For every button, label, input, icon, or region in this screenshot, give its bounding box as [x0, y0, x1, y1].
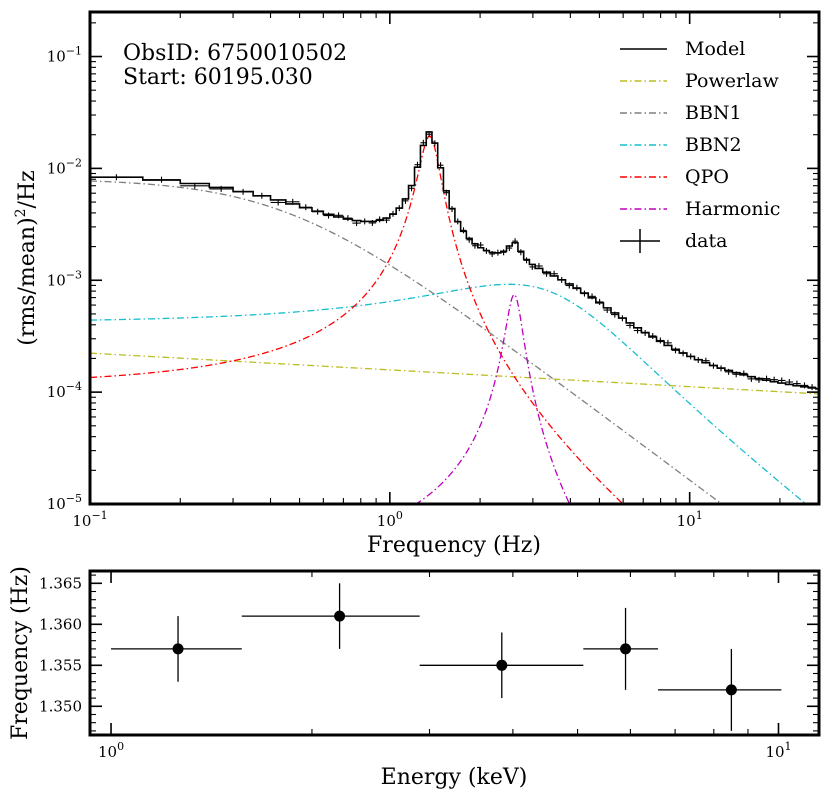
tick-base: 10	[47, 159, 66, 177]
top-axes-frame	[88, 10, 821, 506]
component-powerlaw	[90, 352, 819, 395]
y-tick-label: 1.365	[39, 574, 82, 592]
component-bbn2	[90, 283, 808, 504]
data-point	[334, 610, 346, 622]
tick-base: 10	[47, 271, 66, 289]
tick-exp: −3	[66, 268, 82, 281]
tick-exp: 1	[785, 740, 792, 753]
y-tick-label: 10−4	[47, 380, 82, 401]
start-annotation: Start: 60195.030	[123, 65, 313, 90]
x-tick-label: 101	[765, 740, 791, 761]
tick-base: 10	[765, 743, 784, 761]
x-tick-label: 100	[98, 740, 124, 761]
y-label-tail: /Hz	[15, 170, 40, 208]
tick-base: 10	[377, 512, 396, 530]
x-tick-label: 10−1	[72, 509, 107, 530]
y-tick-label: 1.355	[39, 656, 82, 674]
legend: Model Powerlaw BBN1 BBN2 QPO Harmonic data	[620, 38, 780, 253]
tick-exp: −1	[91, 509, 107, 522]
y-tick-label: 10−2	[47, 156, 82, 177]
top-x-axis-label: Frequency (Hz)	[367, 533, 541, 558]
tick-base: 10	[98, 743, 117, 761]
component-harmonic	[414, 293, 571, 504]
y-tick-label: 10−1	[47, 45, 82, 66]
y-tick-label: 1.360	[39, 615, 82, 633]
y-tick-label: 1.350	[39, 697, 82, 715]
legend-label: Harmonic	[685, 198, 780, 220]
data-point	[496, 659, 508, 671]
pds-data-points	[90, 131, 819, 391]
x-tick-label: 101	[677, 509, 703, 530]
top-plot-content	[90, 131, 819, 504]
model-components	[90, 135, 819, 504]
top-y-axis-label: (rms/mean)2/Hz	[13, 170, 40, 346]
errorbar-points	[111, 583, 782, 731]
legend-label: data	[685, 230, 727, 252]
y-tick-label: 10−5	[47, 492, 82, 513]
obsid-annotation: ObsID: 6750010502	[123, 41, 347, 66]
data-point	[725, 684, 737, 696]
y-tick-label: 10−3	[47, 268, 82, 289]
bottom-major-ticks	[90, 571, 819, 735]
bottom-axes-frame	[88, 569, 821, 737]
component-qpo	[90, 135, 624, 504]
bottom-y-axis-label: Frequency (Hz)	[8, 566, 33, 740]
tick-exp: 0	[396, 509, 403, 522]
tick-base: 10	[72, 512, 91, 530]
legend-label: QPO	[685, 166, 729, 188]
legend-label: Powerlaw	[685, 70, 779, 92]
tick-exp: −1	[66, 45, 82, 58]
y-label-main: (rms/mean)	[15, 217, 40, 345]
y-label-sup: 2	[13, 208, 29, 217]
tick-exp: 0	[117, 740, 124, 753]
component-bbn1	[90, 180, 723, 504]
legend-label: Model	[685, 38, 745, 60]
data-point	[620, 643, 632, 655]
bottom-minor-ticks	[90, 571, 819, 735]
tick-base: 10	[47, 383, 66, 401]
x-tick-label: 100	[377, 509, 403, 530]
tick-base: 10	[677, 512, 696, 530]
tick-base: 10	[47, 48, 66, 66]
tick-exp: −5	[66, 492, 82, 505]
tick-exp: −2	[66, 156, 82, 169]
legend-label: BBN2	[685, 134, 742, 156]
legend-label: BBN1	[685, 102, 742, 124]
bottom-x-axis-label: Energy (keV)	[381, 765, 528, 790]
tick-exp: 1	[696, 509, 703, 522]
tick-base: 10	[47, 495, 66, 513]
tick-exp: −4	[66, 380, 82, 393]
data-point	[172, 643, 184, 655]
